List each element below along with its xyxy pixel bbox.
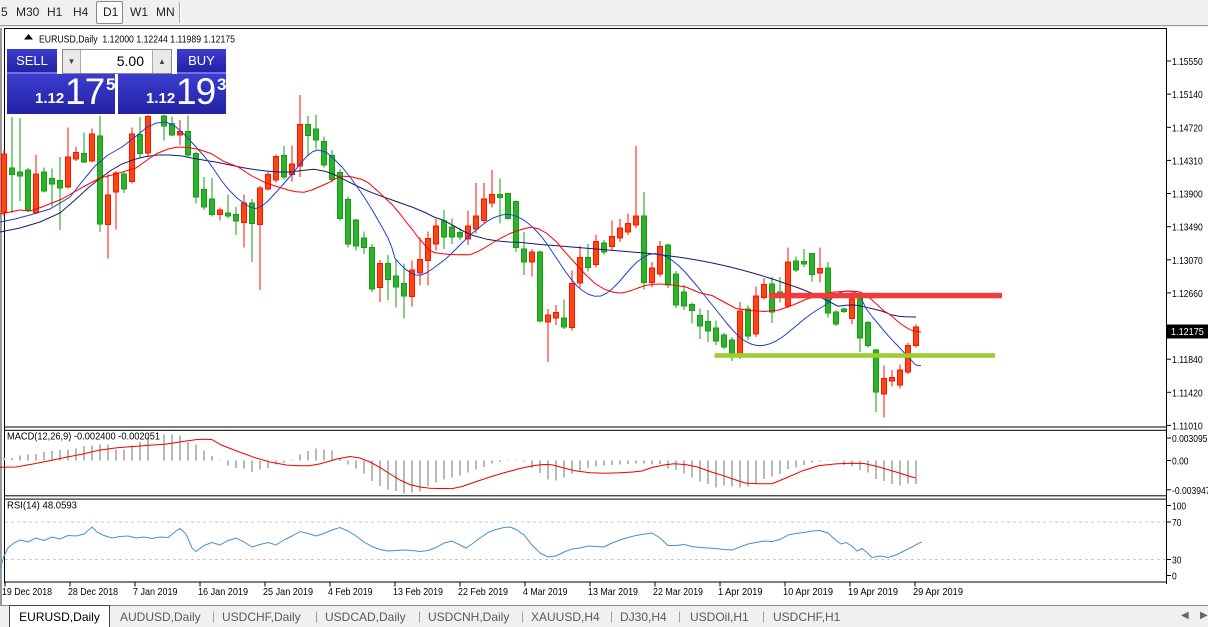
svg-text:10 Apr 2019: 10 Apr 2019 [783,586,833,598]
svg-text:25 Jan 2019: 25 Jan 2019 [263,586,313,598]
svg-text:EURUSD,Daily 1.12000 1.12244: EURUSD,Daily 1.12000 1.12244 1.11989 1.1… [39,34,235,46]
svg-text:22 Mar 2019: 22 Mar 2019 [653,586,703,598]
svg-text:13 Mar 2019: 13 Mar 2019 [588,586,638,598]
svg-text:100: 100 [1172,501,1186,513]
svg-text:1.14720: 1.14720 [1172,122,1203,134]
svg-text:13 Feb 2019: 13 Feb 2019 [393,586,443,598]
svg-text:7 Jan 2019: 7 Jan 2019 [133,586,178,598]
svg-text:1.13490: 1.13490 [1172,222,1203,234]
svg-text:0.00: 0.00 [1172,456,1189,468]
svg-text:1.11420: 1.11420 [1172,387,1203,399]
svg-text:RSI(14) 48.0593: RSI(14) 48.0593 [7,500,77,512]
svg-text:1.11840: 1.11840 [1172,354,1203,366]
svg-text:1.15140: 1.15140 [1172,89,1203,101]
svg-text:0: 0 [1172,571,1177,583]
svg-text:-0.003947: -0.003947 [1172,485,1208,497]
svg-text:1.14310: 1.14310 [1172,155,1203,167]
svg-text:1.15550: 1.15550 [1172,56,1203,68]
svg-text:MACD(12,26,9) -0.002400 -0.002: MACD(12,26,9) -0.002400 -0.002051 [7,431,160,443]
svg-text:4 Mar 2019: 4 Mar 2019 [523,586,568,598]
svg-text:22 Feb 2019: 22 Feb 2019 [458,586,508,598]
svg-text:16 Jan 2019: 16 Jan 2019 [198,586,248,598]
svg-text:4 Feb 2019: 4 Feb 2019 [328,586,373,598]
svg-text:1.13070: 1.13070 [1172,255,1203,267]
svg-text:1.12660: 1.12660 [1172,288,1203,300]
svg-text:1.12175: 1.12175 [1171,326,1204,338]
svg-text:70: 70 [1172,517,1182,529]
svg-text:30: 30 [1172,555,1182,567]
svg-text:1 Apr 2019: 1 Apr 2019 [718,586,763,598]
svg-text:19 Apr 2019: 19 Apr 2019 [848,586,898,598]
svg-text:19 Dec 2018: 19 Dec 2018 [2,586,52,598]
svg-text:29 Apr 2019: 29 Apr 2019 [913,586,963,598]
svg-text:0.003095: 0.003095 [1172,433,1208,445]
svg-text:28 Dec 2018: 28 Dec 2018 [68,586,118,598]
svg-text:1.13900: 1.13900 [1172,189,1203,201]
svg-text:1.11010: 1.11010 [1172,420,1203,432]
